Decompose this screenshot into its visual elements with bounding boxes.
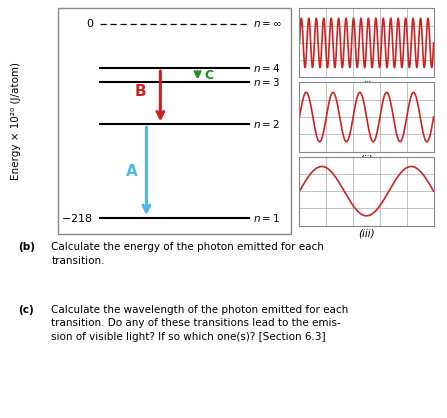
Text: $n = 4$: $n = 4$ [253, 62, 281, 74]
Text: (c): (c) [18, 305, 34, 315]
Text: (b): (b) [18, 242, 35, 252]
X-axis label: (i): (i) [361, 80, 372, 90]
Text: $n = 2$: $n = 2$ [253, 118, 280, 130]
Text: 0: 0 [86, 18, 93, 28]
Text: C: C [205, 69, 214, 82]
Text: Energy × 10²⁰ (J/atom): Energy × 10²⁰ (J/atom) [11, 62, 21, 180]
X-axis label: (ii): (ii) [360, 154, 373, 164]
X-axis label: (iii): (iii) [358, 229, 375, 239]
Text: $-218$: $-218$ [61, 212, 93, 224]
Text: Calculate the energy of the photon emitted for each
transition.: Calculate the energy of the photon emitt… [51, 242, 324, 266]
Text: $n = 3$: $n = 3$ [253, 76, 280, 89]
Text: B: B [135, 84, 147, 99]
Text: A: A [126, 164, 137, 178]
Text: $n = 1$: $n = 1$ [253, 212, 280, 224]
Text: $n = \infty$: $n = \infty$ [253, 18, 282, 28]
Text: Calculate the wavelength of the photon emitted for each
transition. Do any of th: Calculate the wavelength of the photon e… [51, 305, 349, 342]
